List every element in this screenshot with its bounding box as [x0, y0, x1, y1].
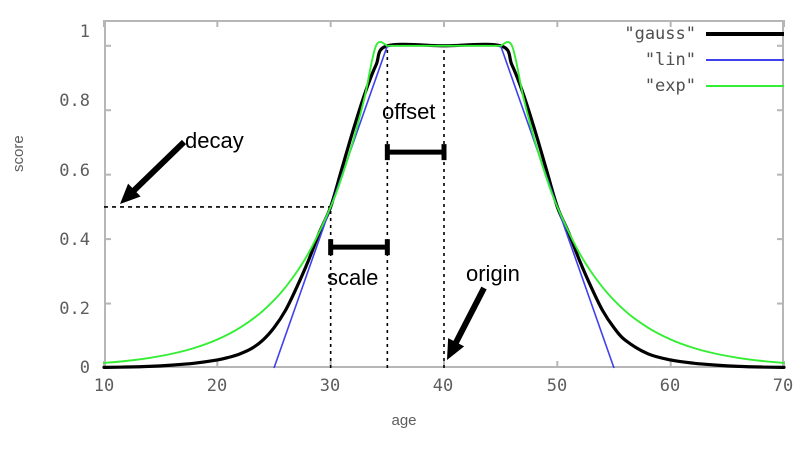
x-tick-label-60: 60 — [659, 376, 681, 396]
x-tick-label-70: 70 — [772, 376, 794, 396]
x-tick-label-50: 50 — [546, 376, 568, 396]
legend-item-gauss: "gauss" — [624, 24, 784, 44]
legend-item-lin: "lin" — [645, 50, 784, 70]
x-tick-label-10: 10 — [93, 376, 115, 396]
legend-swatch-lin — [706, 59, 784, 61]
y-tick-label-0.6: 0.6 — [59, 161, 90, 181]
legend-swatch-gauss — [706, 32, 784, 36]
legend-item-exp: "exp" — [645, 76, 784, 96]
annotation-label-origin: origin — [466, 261, 520, 286]
y-tick-label-0.8: 0.8 — [59, 91, 90, 111]
x-tick-label-20: 20 — [206, 376, 228, 396]
legend-label-gauss: "gauss" — [624, 24, 696, 44]
legend-swatch-exp — [706, 85, 784, 87]
x-axis-title: age — [391, 412, 417, 429]
annotation-label-decay: decay — [185, 128, 244, 153]
x-tick-label-30: 30 — [319, 376, 341, 396]
x-tick-label-40: 40 — [432, 376, 454, 396]
annotation-label-offset: offset — [382, 99, 436, 124]
legend-label-exp: "exp" — [644, 76, 696, 96]
legend: "gauss" "lin" "exp" — [624, 24, 784, 96]
legend-label-lin: "lin" — [644, 50, 696, 70]
y-tick-label-0.4: 0.4 — [59, 230, 90, 250]
y-axis-title: score — [10, 135, 27, 172]
annotation-label-scale: scale — [327, 265, 379, 290]
y-tick-label-0: 0 — [79, 358, 90, 378]
y-tick-label-0.2: 0.2 — [59, 299, 90, 319]
y-tick-label-1: 1 — [79, 22, 90, 42]
